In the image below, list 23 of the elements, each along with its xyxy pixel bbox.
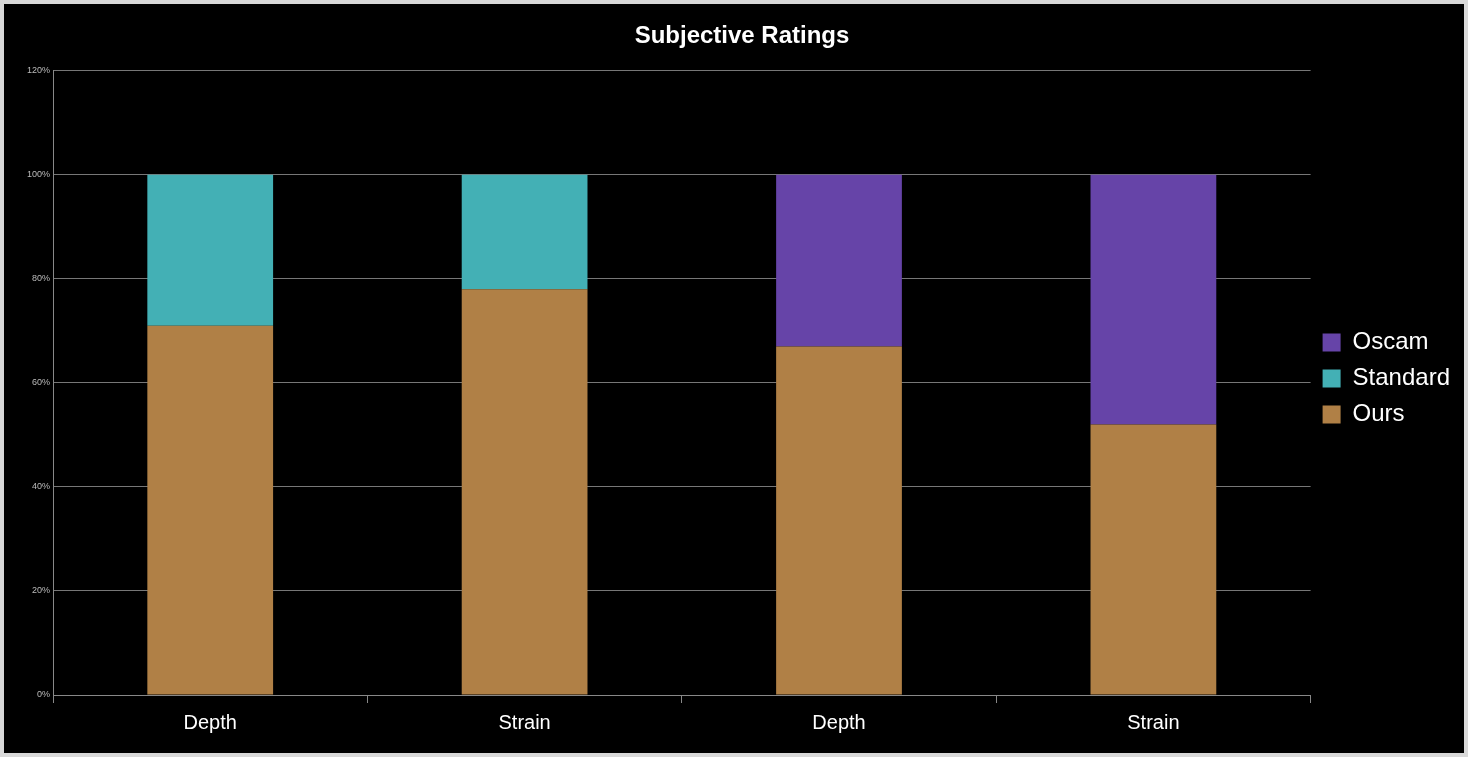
y-tick-label: 40% bbox=[32, 481, 51, 492]
x-tick-label: Strain bbox=[1127, 710, 1180, 733]
x-tick-label: Depth bbox=[183, 710, 237, 733]
y-tick-label: 80% bbox=[32, 273, 51, 284]
bar bbox=[1090, 174, 1217, 425]
y-tick-label: 0% bbox=[37, 689, 51, 700]
bar bbox=[461, 289, 588, 695]
legend-label: Ours bbox=[1352, 399, 1405, 427]
bar bbox=[147, 325, 274, 695]
y-tick-label: 120% bbox=[26, 65, 51, 76]
x-tick-label: Depth bbox=[812, 710, 866, 733]
legend-label: Standard bbox=[1352, 363, 1450, 391]
chart-title: Subjective Ratings bbox=[634, 21, 850, 49]
y-tick-label: 20% bbox=[32, 585, 51, 596]
legend-label: Oscam bbox=[1352, 327, 1429, 355]
x-tick-label: Strain bbox=[498, 710, 551, 733]
y-tick-label: 60% bbox=[32, 377, 51, 388]
bar bbox=[147, 174, 274, 326]
bar bbox=[776, 346, 902, 695]
y-tick-label: 100% bbox=[26, 169, 51, 180]
bar bbox=[776, 174, 902, 347]
bar bbox=[461, 174, 588, 290]
bar bbox=[1090, 424, 1217, 695]
